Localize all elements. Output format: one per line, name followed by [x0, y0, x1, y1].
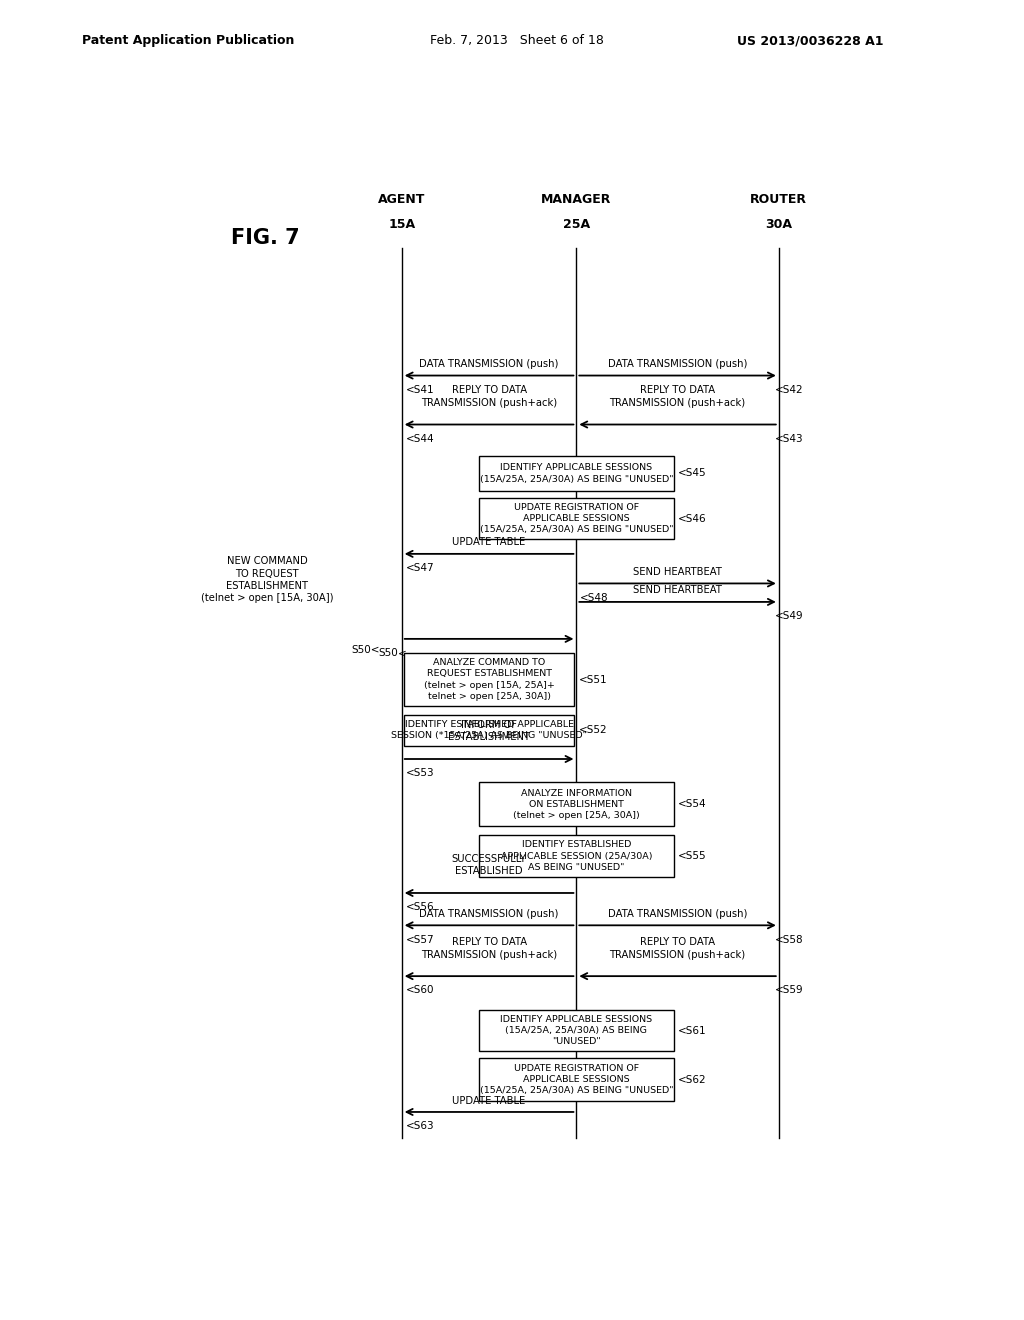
- Text: <S49: <S49: [775, 611, 804, 622]
- Text: S50: S50: [378, 648, 397, 659]
- Text: 15A: 15A: [388, 219, 416, 231]
- Bar: [479, 455, 674, 491]
- Text: UPDATE REGISTRATION OF
APPLICABLE SESSIONS
(15A/25A, 25A/30A) AS BEING "UNUSED": UPDATE REGISTRATION OF APPLICABLE SESSIO…: [479, 1064, 673, 1096]
- Bar: [479, 834, 674, 878]
- Text: MANAGER: MANAGER: [542, 194, 611, 206]
- Text: <S42: <S42: [775, 385, 804, 395]
- Text: IDENTIFY APPLICABLE SESSIONS
(15A/25A, 25A/30A) AS BEING "UNUSED": IDENTIFY APPLICABLE SESSIONS (15A/25A, 2…: [479, 463, 673, 483]
- Text: DATA TRANSMISSION (push): DATA TRANSMISSION (push): [420, 359, 559, 370]
- Text: ROUTER: ROUTER: [751, 194, 807, 206]
- Text: <S52: <S52: [580, 726, 608, 735]
- Bar: [479, 781, 674, 826]
- Bar: [479, 499, 674, 539]
- Text: <S60: <S60: [406, 985, 434, 995]
- Text: <S55: <S55: [678, 851, 707, 861]
- Text: <S47: <S47: [406, 564, 434, 573]
- Bar: [479, 1059, 674, 1101]
- Text: SUCCESSFULLY
ESTABLISHED: SUCCESSFULLY ESTABLISHED: [452, 854, 526, 876]
- Text: AGENT: AGENT: [378, 194, 426, 206]
- Text: DATA TRANSMISSION (push): DATA TRANSMISSION (push): [420, 909, 559, 919]
- Text: UPDATE REGISTRATION OF
APPLICABLE SESSIONS
(15A/25A, 25A/30A) AS BEING "UNUSED": UPDATE REGISTRATION OF APPLICABLE SESSIO…: [479, 503, 673, 535]
- Text: S50<: S50<: [352, 645, 380, 655]
- Text: REPLY TO DATA
TRANSMISSION (push+ack): REPLY TO DATA TRANSMISSION (push+ack): [609, 385, 745, 408]
- Text: <S54: <S54: [678, 800, 707, 809]
- Text: INFORM OF
ESTABLISHMENT: INFORM OF ESTABLISHMENT: [449, 719, 530, 742]
- Text: IDENTIFY APPLICABLE SESSIONS
(15A/25A, 25A/30A) AS BEING
"UNUSED": IDENTIFY APPLICABLE SESSIONS (15A/25A, 2…: [501, 1015, 652, 1047]
- Bar: [403, 653, 574, 706]
- Text: DATA TRANSMISSION (push): DATA TRANSMISSION (push): [608, 909, 748, 919]
- Text: FIG. 7: FIG. 7: [231, 228, 300, 248]
- Text: <S48: <S48: [581, 593, 609, 603]
- Text: NEW COMMAND
TO REQUEST
ESTABLISHMENT
(telnet > open [15A, 30A]): NEW COMMAND TO REQUEST ESTABLISHMENT (te…: [201, 556, 333, 603]
- Bar: [403, 714, 574, 746]
- Text: ANALYZE COMMAND TO
REQUEST ESTABLISHMENT
(telnet > open [15A, 25A]+
telnet > ope: ANALYZE COMMAND TO REQUEST ESTABLISHMENT…: [424, 659, 555, 701]
- Text: REPLY TO DATA
TRANSMISSION (push+ack): REPLY TO DATA TRANSMISSION (push+ack): [421, 385, 557, 408]
- Text: <S53: <S53: [406, 768, 434, 779]
- Text: <S58: <S58: [775, 935, 804, 945]
- Text: SEND HEARTBEAT: SEND HEARTBEAT: [633, 586, 722, 595]
- Text: IDENTIFY ESTABLISHED APPLICABLE
SESSION (*15A/25A) AS BEING "UNUSED": IDENTIFY ESTABLISHED APPLICABLE SESSION …: [391, 721, 587, 741]
- Text: <S46: <S46: [678, 513, 707, 524]
- Text: SEND HEARTBEAT: SEND HEARTBEAT: [633, 568, 722, 577]
- Text: <S41: <S41: [406, 385, 434, 395]
- Text: 30A: 30A: [765, 219, 793, 231]
- Text: <S51: <S51: [580, 675, 608, 685]
- Text: <: <: [397, 648, 407, 659]
- Text: DATA TRANSMISSION (push): DATA TRANSMISSION (push): [608, 359, 748, 370]
- Text: UPDATE TABLE: UPDATE TABLE: [453, 537, 525, 548]
- Text: <S57: <S57: [406, 935, 434, 945]
- Text: <S56: <S56: [406, 903, 434, 912]
- Text: 25A: 25A: [563, 219, 590, 231]
- Text: Feb. 7, 2013   Sheet 6 of 18: Feb. 7, 2013 Sheet 6 of 18: [430, 34, 604, 48]
- Text: UPDATE TABLE: UPDATE TABLE: [453, 1096, 525, 1106]
- Text: <S59: <S59: [775, 985, 804, 995]
- Text: <S63: <S63: [406, 1121, 434, 1131]
- Text: US 2013/0036228 A1: US 2013/0036228 A1: [737, 34, 884, 48]
- Text: REPLY TO DATA
TRANSMISSION (push+ack): REPLY TO DATA TRANSMISSION (push+ack): [421, 937, 557, 960]
- Bar: [479, 1010, 674, 1051]
- Text: REPLY TO DATA
TRANSMISSION (push+ack): REPLY TO DATA TRANSMISSION (push+ack): [609, 937, 745, 960]
- Text: Patent Application Publication: Patent Application Publication: [82, 34, 294, 48]
- Text: <S45: <S45: [678, 469, 707, 478]
- Text: <S44: <S44: [406, 434, 434, 444]
- Text: <S62: <S62: [678, 1074, 707, 1085]
- Text: ANALYZE INFORMATION
ON ESTABLISHMENT
(telnet > open [25A, 30A]): ANALYZE INFORMATION ON ESTABLISHMENT (te…: [513, 788, 640, 820]
- Text: <S61: <S61: [678, 1026, 707, 1036]
- Text: IDENTIFY ESTABLISHED
APPLICABLE SESSION (25A/30A)
AS BEING "UNUSED": IDENTIFY ESTABLISHED APPLICABLE SESSION …: [501, 841, 652, 871]
- Text: <S43: <S43: [775, 434, 804, 444]
